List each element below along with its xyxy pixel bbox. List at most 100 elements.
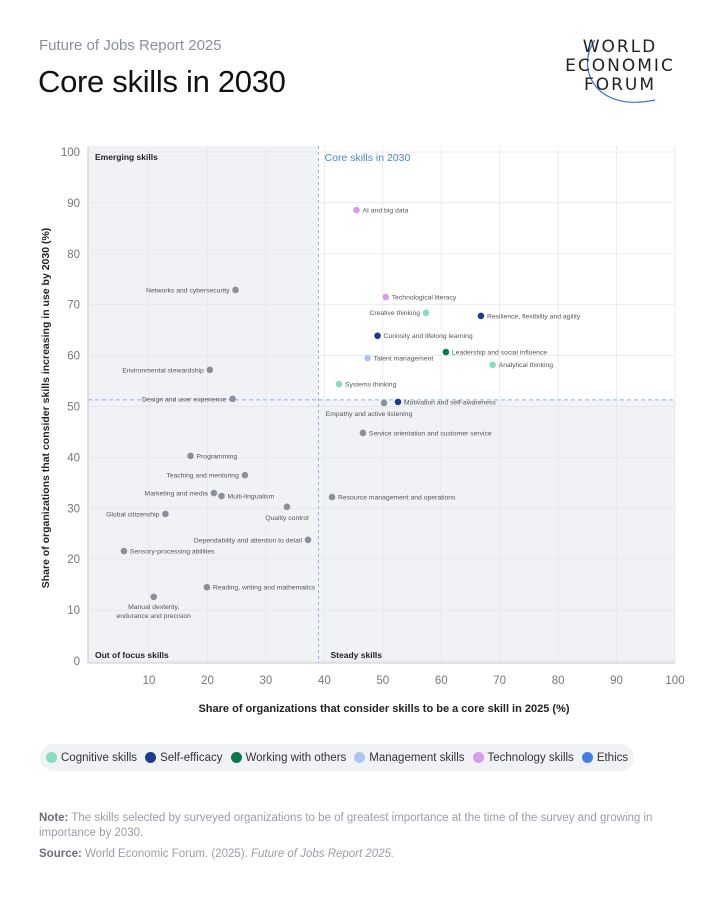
data-point <box>353 206 360 214</box>
data-label: Empathy and active listening <box>326 411 413 418</box>
data-point <box>380 399 388 407</box>
wef-logo: WORLD ECONOMIC FORUM <box>555 38 685 118</box>
data-label: Systems thinking <box>345 382 397 389</box>
legend-item-working: Working with others <box>230 751 347 764</box>
core-quadrant-background <box>318 146 675 400</box>
data-point <box>229 395 236 403</box>
quadrant-label-steady: Steady skills <box>331 650 383 660</box>
data-label: Global citizenship <box>106 511 159 518</box>
logo-line: WORLD <box>582 37 658 57</box>
source-label: Source: <box>39 848 82 860</box>
source: Source: World Economic Forum. (2025). Fu… <box>39 848 394 860</box>
x-tick-label: 80 <box>552 675 565 687</box>
data-label: Leadership and social influence <box>452 349 547 356</box>
legend-item-self_efficacy: Self-efficacy <box>145 751 223 764</box>
data-point <box>442 348 450 356</box>
y-tick-label: 40 <box>67 452 80 464</box>
legend-item-technology: Technology skills <box>472 751 574 764</box>
x-tick-label: 70 <box>493 675 506 687</box>
data-point <box>187 452 194 460</box>
quadrant-label-emerging: Emerging skills <box>95 152 158 162</box>
logo-line: FORUM <box>583 75 657 95</box>
data-label: Dependability and attention to detail <box>194 537 303 544</box>
data-label: Quality control <box>265 515 309 522</box>
y-tick-label: 60 <box>67 351 80 363</box>
x-axis-label: Share of organizations that consider ski… <box>198 703 569 715</box>
x-tick-label: 100 <box>665 675 684 687</box>
y-tick-label: 70 <box>67 300 80 312</box>
data-point <box>489 361 496 369</box>
data-point <box>394 398 402 406</box>
legend-item-management: Management skills <box>354 751 465 764</box>
data-label: Programming <box>197 453 238 460</box>
source-text: World Economic Forum. (2025). <box>81 848 251 860</box>
scatter-chart: 10 20 30 40 50 60 70 80 90 100 0 10 20 30 40 50 60 70 80 90… <box>40 146 685 715</box>
x-tick-label: 10 <box>143 675 156 687</box>
y-tick-label: 20 <box>67 554 80 566</box>
data-point <box>206 366 214 374</box>
data-point <box>150 593 158 601</box>
data-label: Resilience, flexibility and agility <box>487 313 581 320</box>
y-axis-label: Share of organizations that consider ski… <box>40 228 52 589</box>
data-point <box>335 380 343 388</box>
logo-line: ECONOMIC <box>565 56 675 76</box>
legend-label: Cognitive skills <box>61 751 138 764</box>
data-label: AI and big data <box>363 207 409 214</box>
y-tick-label: 90 <box>67 198 80 210</box>
data-label: Multi-lingualism <box>228 493 275 500</box>
x-tick-label: 40 <box>318 675 331 687</box>
x-tick-label: 30 <box>260 675 273 687</box>
data-label: Teaching and mentoring <box>166 473 239 480</box>
x-tick-label: 20 <box>201 675 214 687</box>
data-point <box>283 503 291 511</box>
data-point <box>210 489 218 497</box>
legend-label: Management skills <box>369 751 465 764</box>
data-label: Creative thinking <box>369 310 420 317</box>
source-title: Future of Jobs Report 2025. <box>250 848 395 860</box>
data-point <box>422 309 430 317</box>
legend-swatch <box>354 752 366 763</box>
note-label: Note: <box>39 812 69 824</box>
page-title: Core skills in 2030 <box>38 64 286 99</box>
y-tick-label: 100 <box>61 147 80 159</box>
data-point <box>374 332 381 340</box>
data-label: Technological literacy <box>392 294 457 301</box>
legend-label: Self-efficacy <box>160 751 223 764</box>
y-tick-label: 80 <box>67 249 80 261</box>
y-tick-label: 30 <box>67 503 80 515</box>
data-label: Marketing and media <box>144 490 208 497</box>
legend-item-ethics: Ethics <box>581 751 629 764</box>
data-label: Service orientation and customer service <box>369 430 492 437</box>
report-subtitle: Future of Jobs Report 2025 <box>39 37 222 54</box>
legend-item-cognitive: Cognitive skills <box>46 752 137 764</box>
data-point <box>120 547 128 555</box>
x-tick-label: 60 <box>435 675 448 687</box>
data-label: Analytical thinking <box>499 362 554 369</box>
legend: Cognitive skills Self-efficacy Working wit… <box>40 744 635 771</box>
quadrant-label-core: Core skills in 2030 <box>325 152 411 164</box>
x-tick-label: 50 <box>376 675 389 687</box>
data-label: Sensory-processing abilities <box>130 548 215 555</box>
legend-swatch <box>230 752 242 763</box>
data-point <box>218 492 225 500</box>
logo-arc-icon <box>586 39 656 103</box>
legend-swatch <box>472 752 484 763</box>
data-label: Curiosity and lifelong learning <box>384 333 473 340</box>
data-label: Networks and cybersecurity <box>146 287 230 294</box>
data-point <box>359 429 367 437</box>
data-label: Motivation and self-awareness <box>404 399 496 406</box>
note: Note: The skills selected by surveyed or… <box>39 811 659 841</box>
legend-label: Working with others <box>245 751 347 764</box>
data-point <box>162 510 169 518</box>
note-text: The skills selected by surveyed organiza… <box>39 812 653 839</box>
y-tick-label: 50 <box>67 402 80 414</box>
data-label: Manual dexterity, endurance and precision <box>116 604 191 620</box>
data-point <box>364 354 371 362</box>
legend-swatch <box>145 752 157 763</box>
legend-swatch <box>46 752 57 763</box>
legend-swatch <box>581 752 593 763</box>
legend-label: Ethics <box>596 751 629 764</box>
legend-label: Technology skills <box>487 751 574 764</box>
y-tick-label: 0 <box>74 656 80 668</box>
data-point <box>232 286 239 294</box>
